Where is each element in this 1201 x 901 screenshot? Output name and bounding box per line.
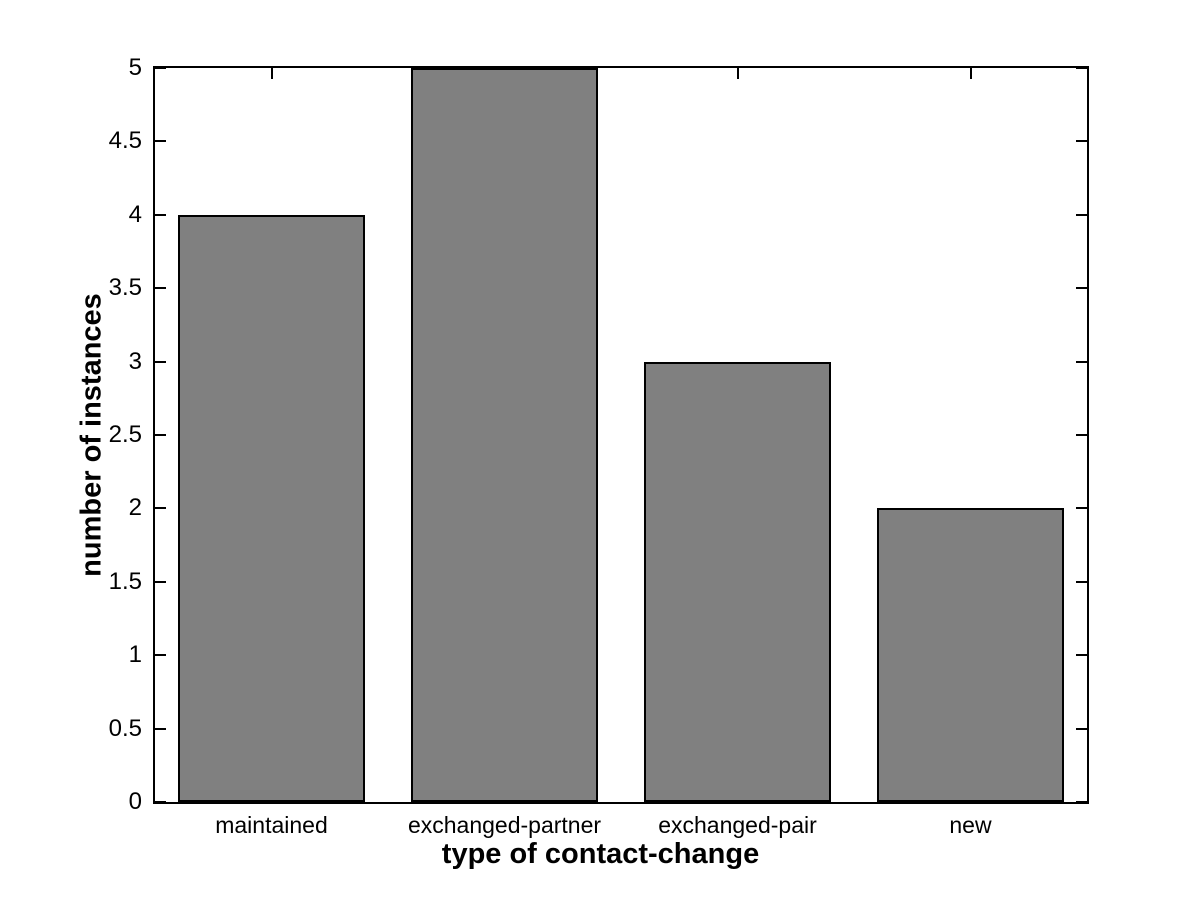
x-axis-title: type of contact-change (441, 838, 760, 870)
y-tick-left (155, 360, 166, 363)
y-tick-right (1076, 213, 1087, 216)
y-tick-label: 0 (128, 788, 142, 815)
x-tick-label: exchanged-partner (407, 812, 602, 838)
bar-maintained (178, 214, 365, 802)
y-tick-label: 1 (128, 641, 142, 669)
y-tick-left (155, 67, 166, 69)
y-tick-left (155, 213, 166, 216)
y-tick-label: 3 (128, 347, 142, 375)
y-tick-right (1076, 434, 1087, 436)
y-tick-right (1076, 67, 1087, 69)
y-tick-left (155, 727, 166, 730)
y-tick-label: 4 (128, 200, 142, 228)
bar-exchanged-pair (644, 361, 831, 802)
y-tick-right (1076, 801, 1087, 803)
x-tick-label: exchanged-pair (658, 812, 817, 838)
plot-area (153, 66, 1089, 804)
bar-new (877, 508, 1064, 802)
x-tick-label: new (949, 812, 992, 838)
y-tick-label: 4.5 (108, 127, 142, 155)
y-tick-left (155, 801, 166, 803)
y-tick-right (1076, 140, 1087, 143)
y-tick-label: 1.5 (108, 567, 142, 595)
bar-exchanged-partner (411, 68, 598, 802)
y-tick-label: 0.5 (108, 714, 142, 742)
y-tick-label: 5 (128, 54, 142, 81)
y-tick-right (1076, 654, 1087, 657)
y-tick-left (155, 140, 166, 143)
y-tick-left (155, 507, 166, 510)
x-tick-top (270, 68, 273, 79)
x-tick-top (969, 68, 972, 79)
y-tick-right (1076, 580, 1087, 583)
y-tick-left (155, 434, 166, 436)
y-tick-right (1076, 507, 1087, 510)
y-tick-right (1076, 727, 1087, 730)
y-tick-left (155, 287, 166, 290)
y-tick-label: 2 (128, 494, 142, 522)
y-tick-label: 2.5 (108, 421, 142, 448)
x-tick-label: maintained (215, 812, 328, 838)
y-tick-right (1076, 287, 1087, 290)
y-tick-left (155, 654, 166, 657)
y-tick-left (155, 580, 166, 583)
x-tick-top (736, 68, 739, 79)
y-tick-right (1076, 360, 1087, 363)
y-tick-label: 3.5 (108, 274, 142, 302)
